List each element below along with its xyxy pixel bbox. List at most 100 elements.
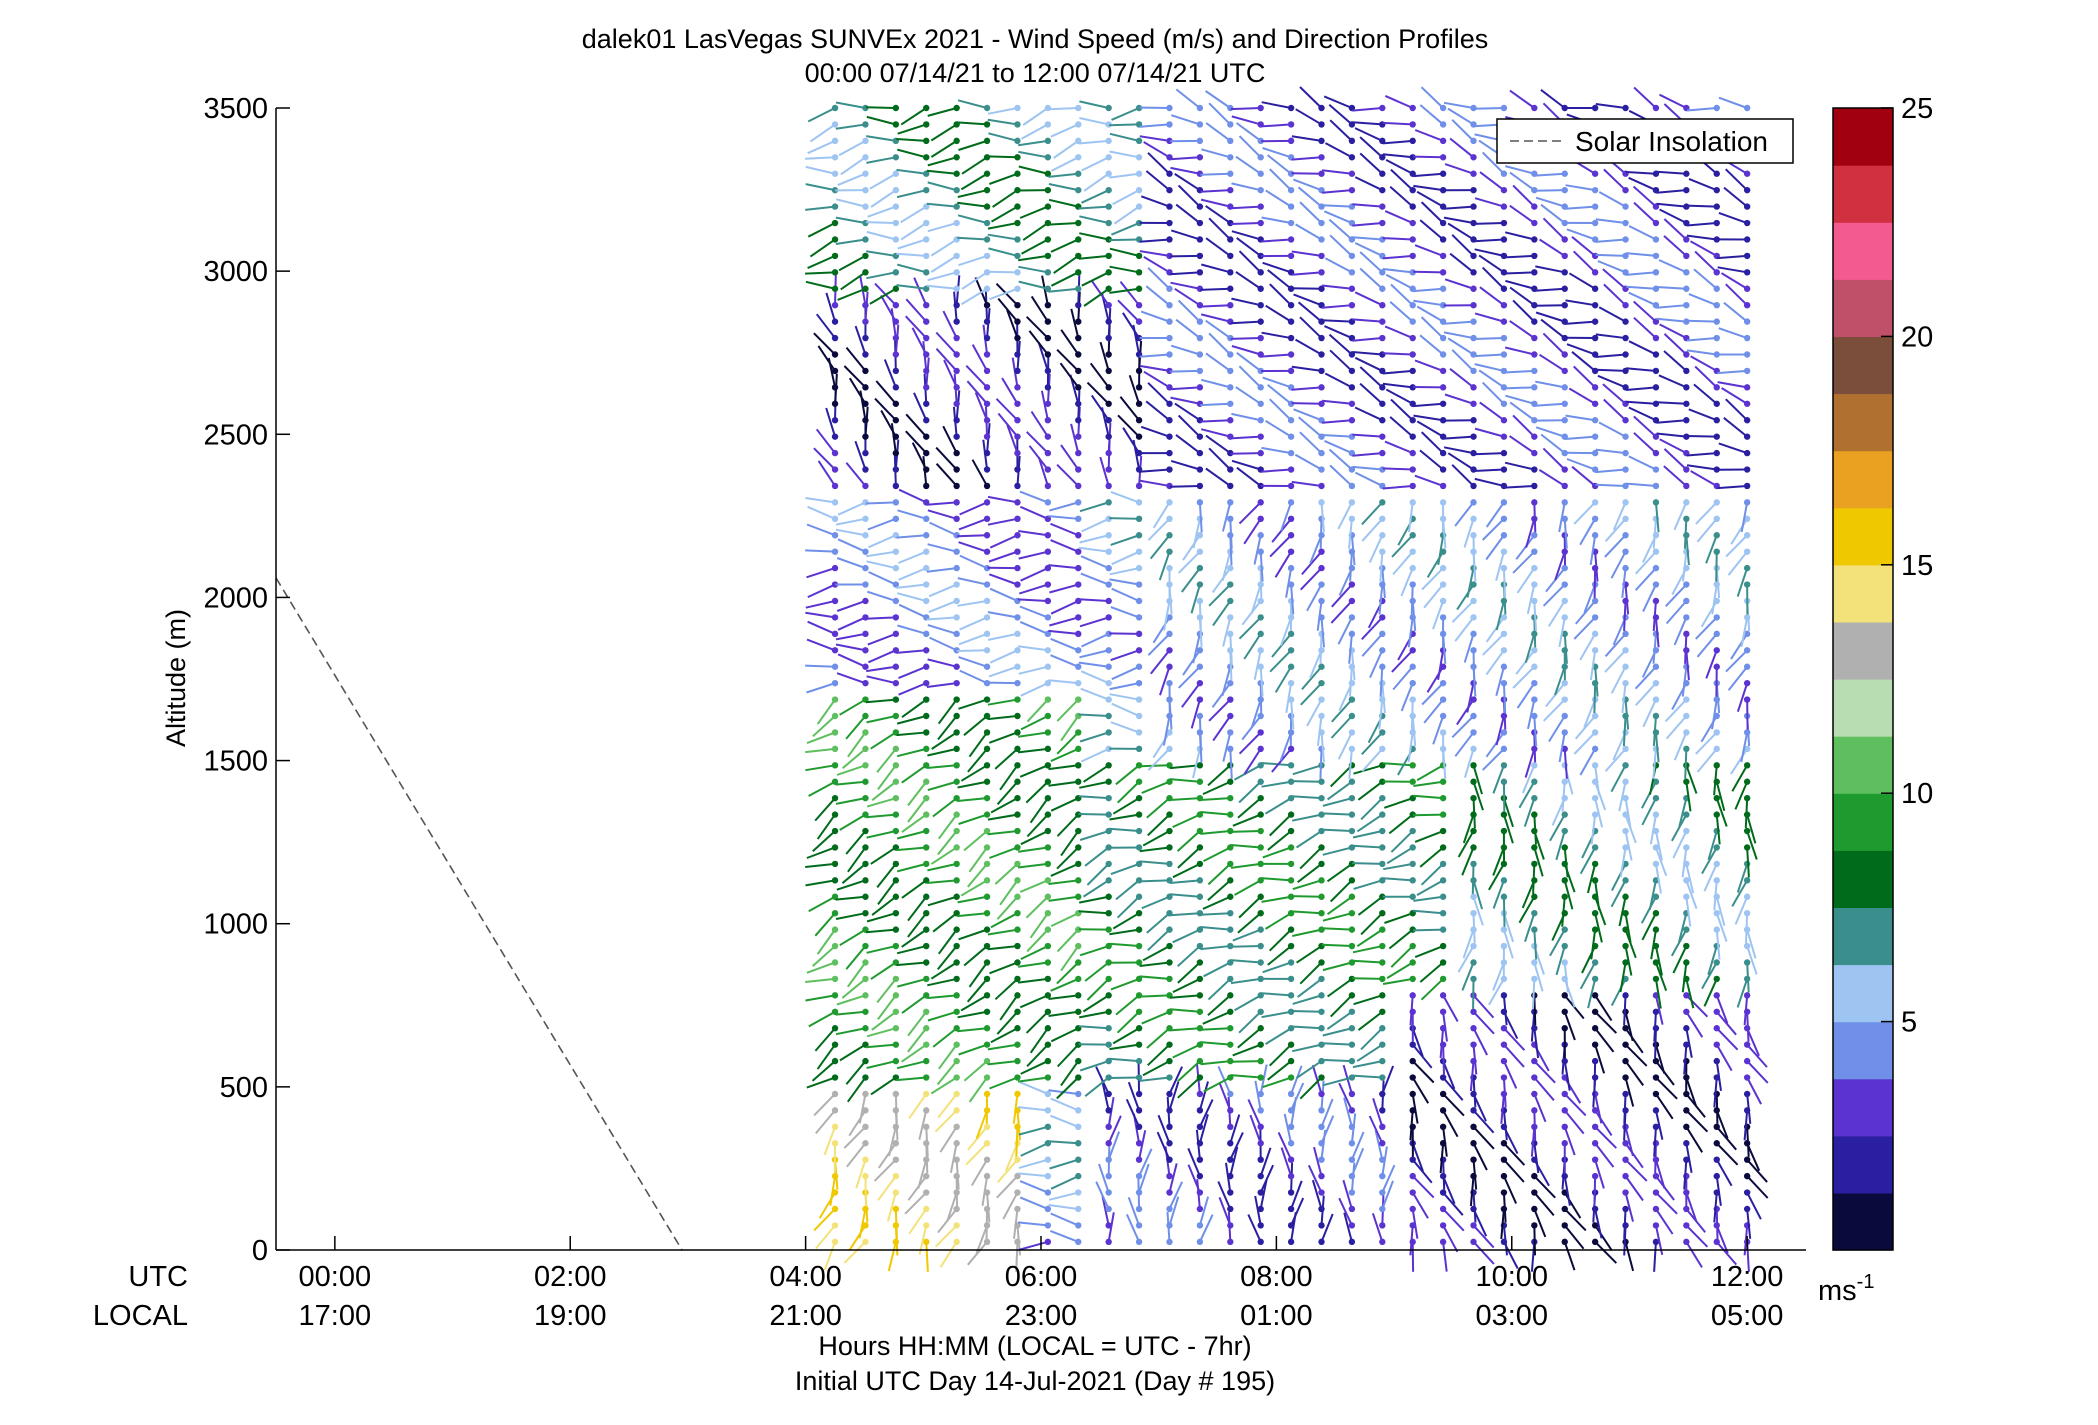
wind-barb-point [1622,564,1629,572]
wind-barb-point [862,1222,869,1229]
wind-barb-point [1652,564,1660,572]
wind-barb [1056,463,1079,487]
wind-barb [966,978,988,1003]
wind-barb [1056,1043,1079,1068]
wind-barb-point [1287,1205,1295,1213]
wind-barb [1624,1158,1648,1182]
wind-barb-point [1105,1123,1112,1131]
wind-barb [896,649,927,654]
wind-barb-point [831,482,839,490]
wind-barb-point [983,449,991,457]
wind-barb [1111,550,1140,566]
wind-barb-point [1683,729,1690,736]
wind-barb-point [1105,449,1112,457]
wind-barb [1474,363,1505,372]
wind-barb [1295,830,1323,849]
wind-barb-point [1075,433,1082,440]
wind-barb-point [1287,548,1295,555]
wind-barb [1472,1224,1495,1249]
wind-barb-point [1075,449,1082,457]
wind-barb [835,632,866,641]
wind-barb-point [862,203,869,210]
wind-barb-point [1409,1156,1416,1163]
wind-barb-point [1318,778,1325,785]
colorbar-segment [1833,393,1893,452]
wind-barb [1382,467,1413,471]
wind-barb [1604,748,1627,772]
wind-barb [1320,732,1325,763]
wind-barb [1414,945,1444,959]
wind-barb-point [1470,729,1477,736]
wind-barb-point [1561,959,1568,966]
wind-barb [957,214,988,224]
wind-barb [1017,1076,1049,1083]
wind-barb-point [1622,1189,1629,1196]
wind-barb [1409,995,1414,1026]
wind-barb-point [1561,942,1568,950]
wind-barb [1321,1058,1352,1063]
wind-barb [927,977,957,987]
wind-barb-point [1044,1008,1052,1015]
wind-barb [1019,205,1049,219]
wind-barb [1540,318,1566,339]
wind-barb-point [1531,384,1538,391]
wind-barb-point [1652,679,1660,687]
wind-barb-point [1135,318,1143,325]
wind-barb [1321,434,1352,438]
wind-barb [1079,501,1109,513]
wind-barb [1685,1028,1693,1058]
wind-barb [1211,682,1232,708]
wind-barb-point [1561,877,1568,884]
wind-barb-point [1409,466,1416,473]
wind-barb [1678,912,1688,943]
wind-barb-point [1743,1156,1751,1163]
wind-barb [1338,1082,1353,1111]
y-tick-label: 3000 [203,256,268,288]
wind-barb-point [1531,663,1538,670]
wind-barb-point [1439,877,1447,884]
wind-barb-point [1713,433,1720,440]
wind-barb [1329,764,1353,788]
wind-barb [839,928,866,947]
wind-barb [1359,267,1383,290]
wind-barb [1621,568,1627,599]
wind-barb-point [983,186,991,194]
wind-barb-point [953,614,960,621]
wind-barb [1361,633,1384,657]
wind-barb [1200,287,1231,291]
wind-barb [841,863,867,884]
wind-barb [1604,633,1627,657]
wind-barb [1329,119,1353,142]
wind-barb-point [1196,877,1204,884]
wind-barb [1474,427,1505,438]
wind-barb [1685,896,1692,927]
wind-barb-point [1652,236,1660,243]
wind-barb [1413,184,1444,192]
wind-barb [1715,1060,1722,1091]
wind-barb-point [1379,729,1386,736]
wind-barb [1469,1176,1475,1207]
wind-barb [1207,879,1231,902]
wind-barb [1447,222,1475,241]
wind-barb-point [1227,564,1234,572]
wind-barb [1200,1060,1231,1066]
wind-barb-point [1135,679,1143,687]
wind-barb [1466,567,1475,598]
wind-barb [1109,1057,1140,1063]
wind-barb [926,879,957,884]
wind-barb-point [1196,285,1204,292]
wind-barb [1017,747,1048,754]
wind-barb-point [983,712,991,720]
wind-barb [1382,268,1413,274]
wind-barb [1295,338,1322,356]
wind-barb-point [831,1025,839,1032]
wind-barb [1390,398,1414,421]
wind-barb [958,1043,988,1056]
wind-barb-point [831,219,839,227]
wind-barb [1681,847,1688,878]
wind-barb-point [831,1205,839,1213]
wind-barb-point [1531,778,1538,785]
wind-barb [1200,189,1231,193]
wind-barb [1099,456,1110,487]
wind-barb-point [1318,170,1325,177]
